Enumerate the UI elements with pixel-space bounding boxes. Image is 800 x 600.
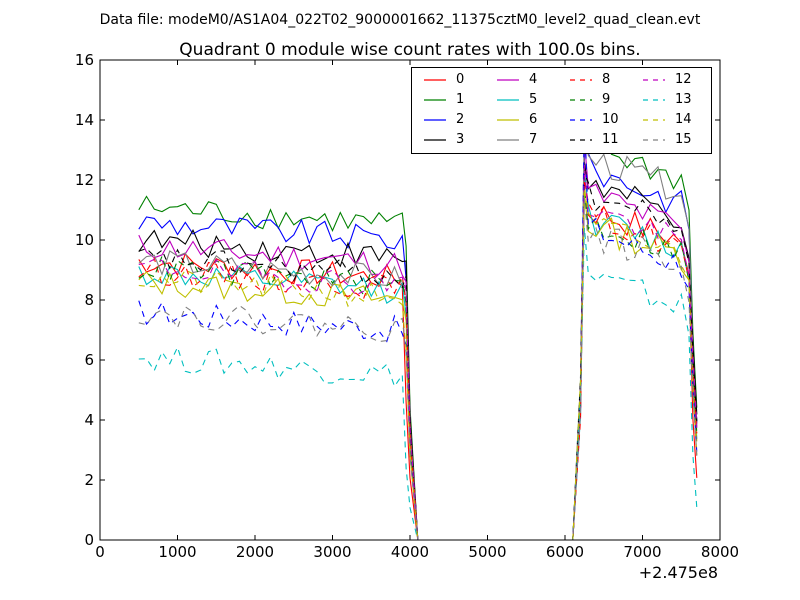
legend-entry-5: 5 (489, 90, 561, 110)
legend-swatch (643, 99, 665, 101)
legend-entry-12: 12 (635, 70, 707, 90)
legend-label: 0 (456, 72, 465, 87)
series-line-6 (138, 191, 698, 541)
legend-entry-2: 2 (416, 110, 488, 130)
series-line-5 (138, 173, 698, 541)
legend-swatch (497, 119, 519, 121)
legend-entry-7: 7 (489, 130, 561, 150)
series-line-8 (138, 179, 698, 541)
legend-swatch (570, 99, 592, 101)
legend-label: 2 (456, 112, 465, 127)
y-tick-label: 16 (75, 51, 94, 69)
legend-entry-10: 10 (562, 110, 634, 130)
series-line-4 (138, 140, 698, 541)
series-line-12 (138, 164, 698, 541)
x-tick-label: 0 (95, 543, 105, 561)
legend-entry-9: 9 (562, 90, 634, 110)
legend-label: 13 (675, 92, 692, 107)
legend-label: 6 (529, 112, 538, 127)
legend-label: 14 (675, 112, 692, 127)
legend-label: 1 (456, 92, 465, 107)
series-line-15 (138, 197, 698, 541)
y-tick-label: 12 (75, 171, 94, 189)
legend-label: 11 (602, 132, 619, 147)
x-tick-label: 3000 (313, 543, 351, 561)
series-line-11 (138, 173, 698, 541)
legend-entry-13: 13 (635, 90, 707, 110)
y-tick-label: 14 (75, 111, 94, 129)
y-tick-label: 0 (84, 531, 94, 549)
x-tick-label: 4000 (391, 543, 429, 561)
legend-entry-1: 1 (416, 90, 488, 110)
legend-entry-4: 4 (489, 70, 561, 90)
y-tick-label: 8 (84, 291, 94, 309)
legend-label: 12 (675, 72, 692, 87)
legend-label: 3 (456, 132, 465, 147)
chart-suptitle: Data file: modeM0/AS1A04_022T02_90000016… (100, 12, 701, 28)
x-offset-label: +2.475e8 (639, 563, 718, 582)
legend-swatch (643, 139, 665, 141)
legend-entry-3: 3 (416, 130, 488, 150)
series-line-3 (138, 161, 698, 541)
series-layer (138, 110, 698, 541)
legend-swatch (570, 119, 592, 121)
legend-swatch (570, 139, 592, 141)
axis-ticks: 0 1000 2000 3000 4000 5000 6000 7000 80000246810… (75, 51, 739, 561)
legend-label: 7 (529, 132, 538, 147)
x-tick-label: 1000 (158, 543, 196, 561)
legend-label: 8 (602, 72, 611, 87)
legend-entry-8: 8 (562, 70, 634, 90)
legend-label: 10 (602, 112, 619, 127)
series-line-2 (138, 148, 698, 541)
legend: 0 1 2 3 4 5 6 7 8 9 10 11 12 13 14 15 (411, 67, 712, 154)
legend-swatch (497, 139, 519, 141)
legend-swatch (424, 79, 446, 81)
legend-swatch (643, 119, 665, 121)
y-tick-label: 2 (84, 471, 94, 489)
legend-label: 5 (529, 92, 538, 107)
legend-entry-11: 11 (562, 130, 634, 150)
series-line-13 (138, 227, 698, 541)
x-tick-label: 7000 (623, 543, 661, 561)
legend-entry-14: 14 (635, 110, 707, 130)
legend-label: 4 (529, 72, 538, 87)
series-line-1 (138, 136, 698, 541)
series-line-9 (138, 185, 698, 541)
chart-title: Quadrant 0 module wise count rates with … (179, 40, 640, 60)
legend-swatch (643, 79, 665, 81)
x-tick-label: 8000 (701, 543, 739, 561)
x-tick-label: 5000 (468, 543, 506, 561)
legend-entry-15: 15 (635, 130, 707, 150)
y-tick-label: 4 (84, 411, 94, 429)
y-tick-label: 10 (75, 231, 94, 249)
legend-swatch (424, 139, 446, 141)
legend-entry-0: 0 (416, 70, 488, 90)
y-tick-label: 6 (84, 351, 94, 369)
legend-entry-6: 6 (489, 110, 561, 130)
series-line-7 (138, 119, 698, 541)
legend-swatch (424, 99, 446, 101)
x-tick-label: 6000 (546, 543, 584, 561)
x-tick-label: 2000 (236, 543, 274, 561)
legend-swatch (570, 79, 592, 81)
legend-swatch (424, 119, 446, 121)
legend-label: 9 (602, 92, 611, 107)
legend-swatch (497, 79, 519, 81)
legend-label: 15 (675, 132, 692, 147)
series-line-14 (138, 188, 698, 541)
legend-swatch (497, 99, 519, 101)
